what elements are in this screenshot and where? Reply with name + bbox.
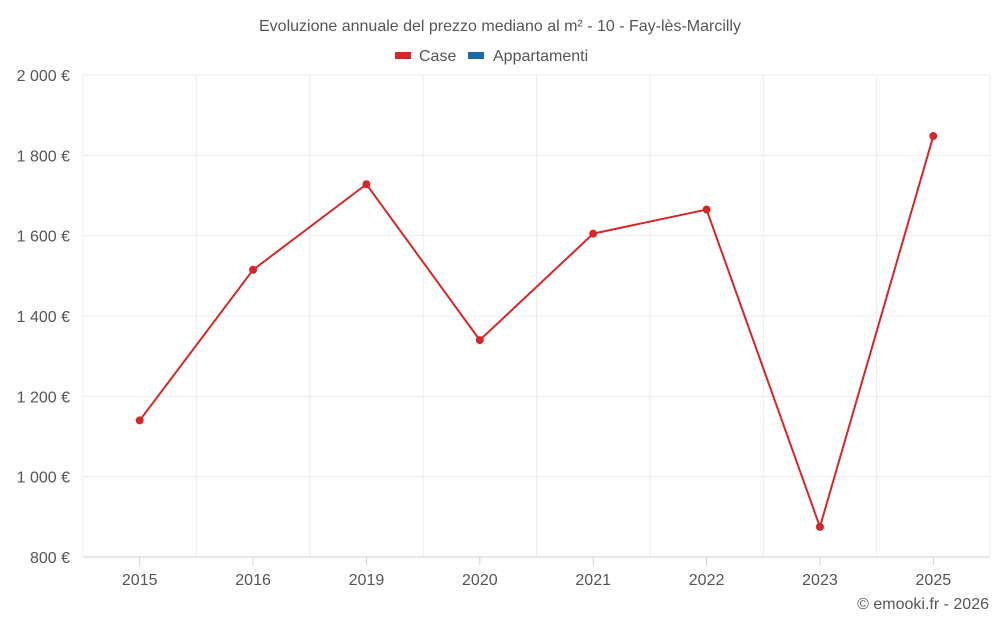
x-tick-label: 2021 bbox=[575, 572, 611, 589]
legend-label-case: Case bbox=[419, 48, 456, 65]
x-tick-label: 2020 bbox=[462, 572, 498, 589]
x-tick-label: 2022 bbox=[689, 572, 725, 589]
x-tick-label: 2015 bbox=[122, 572, 158, 589]
legend-item-appartamenti[interactable]: Appartamenti bbox=[468, 48, 588, 65]
data-point-case[interactable] bbox=[475, 336, 484, 345]
y-tick-label: 1 200 € bbox=[17, 389, 70, 406]
y-tick-label: 800 € bbox=[30, 550, 70, 567]
x-tick-label: 2016 bbox=[235, 572, 271, 589]
y-tick-label: 1 600 € bbox=[17, 229, 70, 246]
y-tick-label: 1 800 € bbox=[17, 148, 70, 165]
credit-text: © emooki.fr - 2026 bbox=[857, 596, 989, 613]
data-point-case[interactable] bbox=[589, 229, 598, 238]
grid bbox=[82, 74, 991, 558]
chart-title: Evoluzione annuale del prezzo mediano al… bbox=[259, 18, 741, 35]
y-tick-label: 2 000 € bbox=[17, 68, 70, 85]
data-point-case[interactable] bbox=[249, 265, 258, 274]
x-axis-ticks: 2015 2016 2019 2020 2021 2022 2023 2025 bbox=[122, 557, 951, 589]
legend-swatch-appartamenti bbox=[468, 52, 484, 59]
data-point-case[interactable] bbox=[815, 522, 824, 531]
legend-item-case[interactable]: Case bbox=[395, 48, 456, 65]
data-point-case[interactable] bbox=[702, 205, 711, 214]
legend-swatch-case bbox=[395, 52, 411, 59]
y-tick-label: 1 000 € bbox=[17, 470, 70, 487]
data-point-case[interactable] bbox=[929, 132, 938, 141]
data-point-case[interactable] bbox=[135, 416, 144, 425]
x-tick-label: 2023 bbox=[802, 572, 838, 589]
series-case bbox=[135, 132, 938, 531]
x-tick-label: 2019 bbox=[349, 572, 385, 589]
y-tick-label: 1 400 € bbox=[17, 309, 70, 326]
legend: Case Appartamenti bbox=[395, 48, 588, 65]
y-axis-ticks: 800 € 1 000 € 1 200 € 1 400 € 1 600 € 1 800 €… bbox=[17, 68, 70, 567]
legend-label-appartamenti: Appartamenti bbox=[493, 48, 588, 65]
x-tick-label: 2025 bbox=[916, 572, 952, 589]
series-line-case bbox=[138, 135, 935, 528]
data-point-case[interactable] bbox=[362, 180, 371, 189]
